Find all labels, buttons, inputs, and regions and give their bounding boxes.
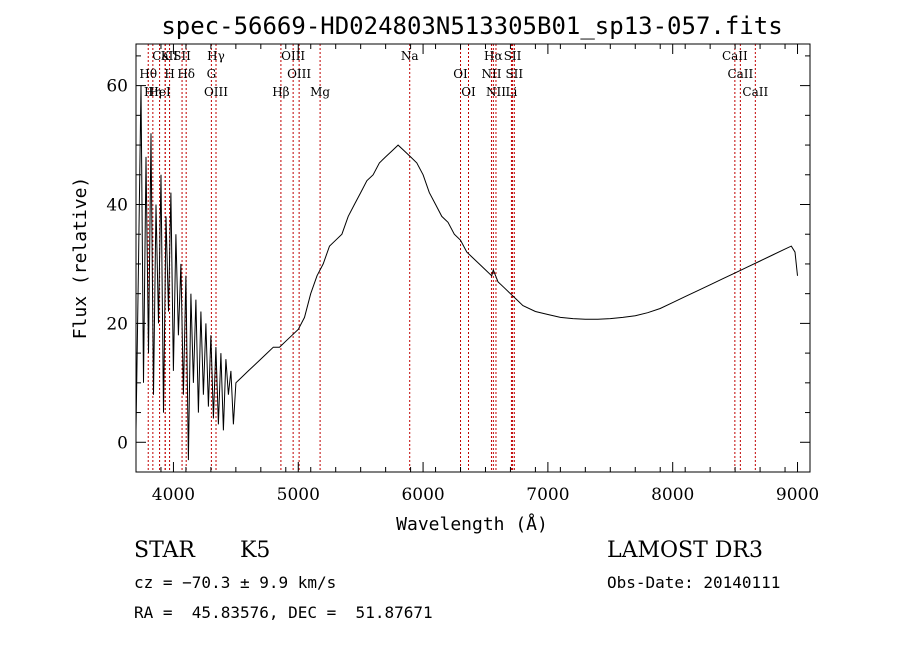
- plot-frame: [135, 43, 811, 473]
- coordinates: RA = 45.83576, DEC = 51.87671: [134, 603, 433, 622]
- y-axis-label: Flux (relative): [70, 177, 91, 340]
- line-label: Li: [506, 85, 518, 99]
- spectral-line-labels: CaII Hθ Hη KH HeI SII Hδ OIII Hγ G Hβ OIII OIII Mg Na O…: [139, 49, 768, 99]
- subclass: K5: [240, 538, 271, 563]
- line-label: NII: [486, 85, 506, 99]
- line-label: Hγ: [207, 49, 225, 63]
- line-label: Hη: [144, 85, 162, 99]
- survey-name: LAMOST DR3: [607, 538, 763, 563]
- line-label: SII: [504, 49, 522, 63]
- line-label: CaII: [722, 49, 748, 63]
- line-label: OIII: [281, 49, 305, 63]
- line-label: SII: [173, 49, 191, 63]
- y-tick-label: 60: [106, 77, 128, 97]
- line-label: Hα: [484, 49, 503, 63]
- line-label: H: [164, 67, 174, 81]
- line-label: Mg: [310, 85, 330, 99]
- x-tick-label: 7000: [526, 485, 569, 505]
- y-tick-label: 20: [106, 314, 128, 334]
- x-tick-label: 8000: [651, 485, 694, 505]
- object-class: STAR: [134, 538, 195, 563]
- line-label: CaII: [152, 49, 178, 63]
- line-label: G: [207, 67, 217, 81]
- redshift-velocity: cz = −70.3 ± 9.9 km/s: [134, 573, 337, 592]
- line-label: SII: [505, 67, 523, 81]
- line-label: CaII: [742, 85, 768, 99]
- chart-title: spec-56669-HD024803N513305B01_sp13-057.f…: [161, 12, 782, 40]
- spectrum-line: [135, 85, 798, 461]
- x-tick-label: 5000: [277, 485, 320, 505]
- line-label: OI: [453, 67, 468, 81]
- x-axis: 4000 5000 6000 7000 8000 9000: [135, 44, 819, 505]
- line-label: NII: [481, 67, 501, 81]
- line-label: Hβ: [272, 85, 289, 99]
- line-label: Hθ: [139, 67, 157, 81]
- line-label: OIII: [287, 67, 311, 81]
- line-label: Hδ: [177, 67, 195, 81]
- observation-date: Obs-Date: 20140111: [607, 573, 781, 592]
- x-tick-label: 9000: [776, 485, 819, 505]
- x-axis-label: Wavelength (Å): [396, 513, 548, 535]
- line-label: HeI: [148, 85, 171, 99]
- line-label: OI: [461, 85, 476, 99]
- x-tick-label: 4000: [152, 485, 195, 505]
- x-tick-label: 6000: [401, 485, 444, 505]
- spectral-line-markers: [147, 44, 756, 472]
- y-tick-label: 40: [106, 196, 128, 216]
- line-label: Na: [401, 49, 419, 63]
- y-axis: 0 20 40 60: [106, 55, 810, 473]
- y-tick-label: 0: [117, 433, 128, 453]
- spectrum-series: [135, 85, 798, 461]
- line-label: OIII: [204, 85, 228, 99]
- line-label: K: [161, 49, 171, 63]
- line-label: CaII: [727, 67, 753, 81]
